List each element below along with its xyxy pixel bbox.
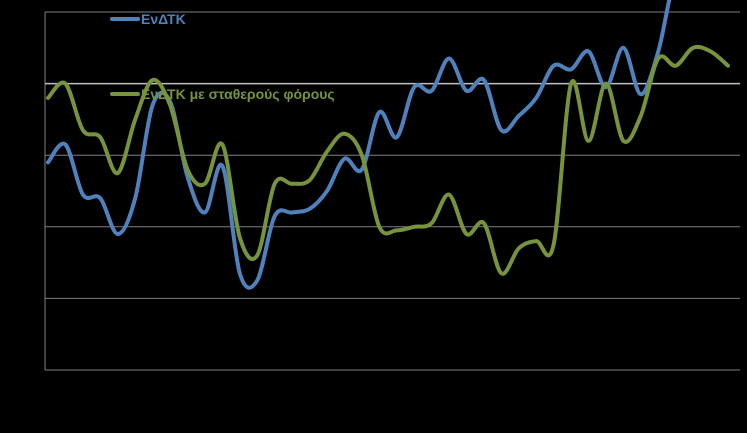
series-line-0 bbox=[46, 0, 672, 290]
gridlines bbox=[45, 11, 740, 371]
legend: ΕνΔΤΚ ΕνΔΤΚ με σταθερούς φόρους bbox=[110, 11, 335, 102]
legend-label-enDTK: ΕνΔΤΚ bbox=[141, 11, 186, 27]
series-layer bbox=[46, 0, 730, 290]
series-line-1 bbox=[46, 44, 730, 276]
legend-label-enDTK-fixed-taxes: ΕνΔΤΚ με σταθερούς φόρους bbox=[141, 86, 335, 102]
